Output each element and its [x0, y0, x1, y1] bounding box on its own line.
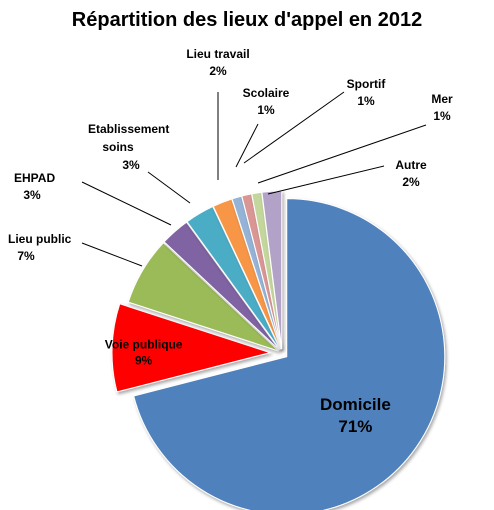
slice-label-lieu-public: Lieu public	[8, 232, 72, 246]
slice-label-ehpad: EHPAD	[14, 171, 55, 185]
slice-label-voie-publique: Voie publique	[105, 338, 183, 352]
leader-line-etablissement-soins	[147, 171, 191, 204]
leader-line-scolaire	[235, 123, 259, 168]
slice-percent-scolaire: 1%	[257, 103, 275, 117]
pie-slice-etablissement-soins	[186, 205, 281, 350]
slice-percent-voie-publique: 9%	[135, 354, 153, 368]
pie-slice-ehpad	[163, 221, 280, 351]
pie-slice-domicile	[133, 198, 446, 510]
leader-line-lieu-public	[81, 242, 143, 267]
leader-line-ehpad	[81, 181, 172, 226]
slice-percent-lieu-public: 7%	[17, 249, 35, 263]
slice-label-autre: Autre	[395, 158, 427, 172]
slice-label-domicile: Domicile	[320, 395, 391, 414]
slice-percent-domicile: 71%	[338, 417, 372, 436]
slice-label-etablissement-soins-line1: Etablissement	[88, 122, 169, 136]
slice-percent-lieu-travail: 2%	[209, 64, 227, 78]
slice-labels: Domicile 71% Voie publique 9% Lieu public 7% E…	[8, 47, 453, 436]
slice-percent-etablissement-soins: 3%	[122, 158, 140, 172]
leader-line-sportif	[243, 91, 345, 164]
slice-percent-mer: 1%	[433, 109, 451, 123]
slice-percent-sportif: 1%	[357, 94, 375, 108]
leader-line-autre	[267, 165, 385, 195]
leader-line-mer	[257, 124, 427, 184]
slice-percent-autre: 2%	[402, 175, 420, 189]
slices-layer	[111, 190, 446, 510]
slice-label-sportif: Sportif	[347, 77, 387, 91]
slice-label-lieu-travail: Lieu travail	[186, 47, 249, 61]
pie-slice-voie-publique	[111, 303, 272, 393]
slice-label-etablissement-soins-line2: soins	[102, 140, 134, 154]
chart-title: Répartition des lieux d'appel en 2012	[72, 9, 422, 31]
leader-lines	[81, 91, 427, 267]
slice-label-scolaire: Scolaire	[243, 86, 290, 100]
slice-label-mer: Mer	[431, 92, 453, 106]
pie-slice-lieu-public	[127, 242, 279, 352]
slice-percent-ehpad: 3%	[23, 188, 41, 202]
